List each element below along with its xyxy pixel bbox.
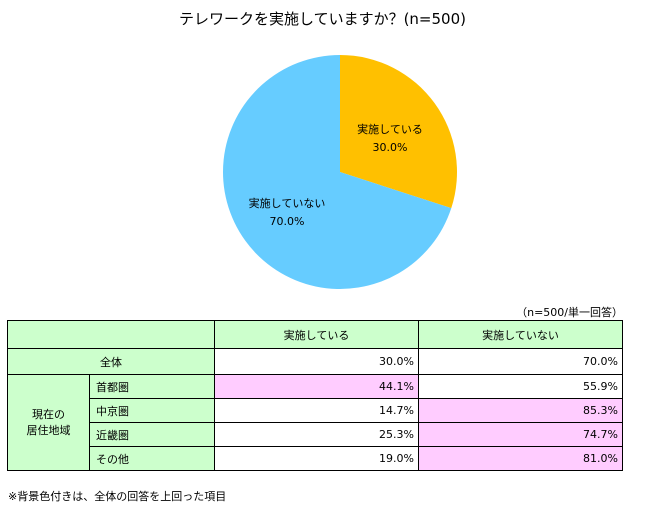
header-not-implemented: 実施していない	[418, 320, 623, 349]
row-label: その他	[89, 446, 215, 471]
row-value: 44.1%	[214, 374, 419, 399]
pie-slice	[340, 55, 457, 209]
row-value: 55.9%	[418, 374, 623, 399]
table-row: その他 19.0% 81.0%	[8, 446, 623, 471]
slice-value-label: 70.0%	[270, 215, 305, 228]
row-value: 19.0%	[214, 446, 419, 471]
table-row: 近畿圏 25.3% 74.7%	[8, 422, 623, 447]
chart-title: テレワークを実施していますか？(n=500)	[179, 10, 466, 28]
total-label: 全体	[7, 348, 215, 375]
row-value: 25.3%	[214, 422, 419, 447]
row-label: 首都圏	[89, 374, 215, 399]
table-row-total: 全体 30.0% 70.0%	[7, 348, 623, 375]
table-row: 中京圏 14.7% 85.3%	[8, 398, 623, 423]
table-header-row: 実施している 実施していない	[7, 320, 623, 349]
total-implemented-value: 30.0%	[214, 348, 419, 375]
group-label-line1: 現在の	[32, 407, 65, 421]
header-implemented: 実施している	[214, 320, 419, 349]
total-not-implemented-value: 70.0%	[418, 348, 623, 375]
row-value: 81.0%	[418, 446, 623, 471]
row-label: 中京圏	[89, 398, 215, 423]
table-row: 現在の居住地域 首都圏 44.1% 55.9%	[7, 374, 623, 471]
row-value: 85.3%	[418, 398, 623, 423]
slice-value-label: 30.0%	[373, 141, 408, 154]
row-value: 74.7%	[418, 422, 623, 447]
pie-chart: 実施している 30.0% 実施していない 70.0%	[223, 54, 457, 289]
table-note: （n=500/単一回答）	[516, 306, 623, 319]
slice-label: 実施していない	[249, 196, 326, 210]
result-table: 実施している 実施していない 全体 30.0% 70.0% 現在の居住地域 首都…	[7, 320, 623, 471]
group-label-region: 現在の 居住地域	[7, 374, 90, 471]
group-label-line2: 居住地域	[26, 423, 71, 437]
footnote: ※背景色付きは、全体の回答を上回った項目	[8, 490, 227, 503]
row-label: 近畿圏	[89, 422, 215, 447]
pie-slice	[223, 54, 452, 289]
row-value: 14.7%	[214, 398, 419, 423]
slice-label: 実施している	[357, 122, 423, 136]
header-corner-cell	[7, 320, 215, 349]
